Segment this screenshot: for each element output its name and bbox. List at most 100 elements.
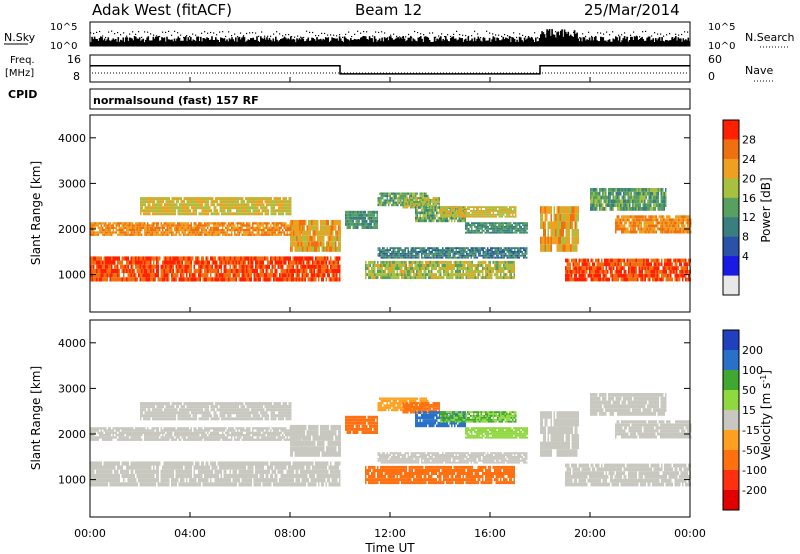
power-cell — [367, 222, 369, 226]
noise-sky-bar — [200, 36, 202, 46]
power-cell — [286, 268, 288, 274]
power-cell — [165, 260, 167, 265]
power-cell — [285, 203, 287, 207]
power-cell — [345, 216, 347, 220]
power-cell — [217, 224, 219, 227]
power-cell — [443, 219, 445, 223]
power-cell — [308, 246, 310, 252]
power-cell — [279, 206, 281, 210]
power-cell — [475, 231, 477, 234]
noise-sky-bar — [643, 40, 646, 46]
noise-sky-bar — [412, 38, 415, 46]
power-cell — [416, 216, 418, 220]
power-cell — [484, 224, 486, 226]
noise-sky-bar — [422, 42, 425, 46]
power-cell — [166, 231, 168, 234]
power-cell — [437, 211, 439, 215]
noise-search-dot — [624, 32, 626, 34]
power-cell — [502, 227, 504, 230]
power-cell — [315, 260, 317, 265]
power-cell — [333, 273, 335, 278]
power-cell — [425, 202, 427, 205]
power-cell — [459, 273, 461, 277]
power-cell — [93, 224, 95, 227]
power-cell — [262, 268, 264, 274]
power-cell — [478, 222, 480, 225]
power-cell — [417, 267, 419, 270]
power-cell — [376, 210, 378, 214]
power-cell — [418, 216, 420, 220]
power-cell — [297, 260, 299, 265]
power-cell — [147, 256, 149, 261]
power-cell — [498, 208, 500, 210]
power-cell — [494, 273, 496, 277]
power-cell — [468, 208, 470, 210]
power-cell — [188, 212, 190, 216]
power-cell — [309, 241, 311, 247]
power-cell — [397, 201, 399, 204]
power-cell — [331, 268, 333, 274]
noise-sky-bar — [641, 37, 643, 46]
power-cell — [267, 197, 269, 201]
power-cell — [228, 212, 230, 216]
power-cell — [411, 197, 413, 199]
power-cell — [155, 209, 157, 213]
noise-sky-bar — [566, 33, 568, 46]
noise-sky-bar — [602, 37, 605, 46]
noise-sky-bar — [441, 40, 443, 46]
power-cell — [522, 224, 524, 226]
power-cell — [144, 209, 146, 213]
power-cell — [407, 249, 409, 251]
power-cell — [209, 209, 211, 213]
power-cell — [90, 277, 92, 282]
power-cell — [301, 277, 303, 282]
power-cell — [111, 268, 113, 274]
power-cell — [135, 222, 137, 225]
power-cell — [249, 200, 251, 204]
power-cell — [144, 224, 146, 227]
noise-sky-bar — [661, 37, 663, 46]
power-cell — [273, 256, 275, 261]
power-cell — [318, 256, 320, 261]
noise-sky-bar — [525, 39, 527, 46]
power-cell — [463, 219, 465, 223]
power-cell — [202, 273, 204, 278]
power-cell — [102, 222, 104, 225]
power-cell — [371, 273, 373, 277]
power-cell — [498, 270, 500, 273]
power-cell — [492, 222, 494, 225]
power-cell — [266, 212, 268, 216]
power-cell — [435, 273, 437, 277]
power-cell — [414, 199, 416, 201]
power-cell — [274, 256, 276, 261]
power-cell — [303, 230, 305, 236]
power-cell — [454, 219, 456, 223]
power-cell — [153, 209, 155, 213]
power-cell — [331, 277, 333, 282]
power-cell — [190, 224, 192, 227]
power-cell — [213, 231, 215, 234]
power-cell — [410, 273, 412, 277]
power-cell — [198, 197, 200, 201]
power-cell — [497, 264, 499, 267]
power-cell — [238, 256, 240, 261]
power-cell — [275, 203, 277, 207]
power-cell — [114, 222, 116, 225]
power-cell — [381, 267, 383, 270]
power-cell — [371, 270, 373, 273]
noise-sky-bar — [172, 41, 175, 46]
power-cell — [300, 219, 302, 226]
power-cell — [97, 260, 99, 265]
noise-sky-bar — [617, 40, 620, 46]
power-cell — [437, 254, 439, 257]
power-cell — [171, 260, 173, 265]
power-cell — [440, 208, 442, 210]
noise-sky-bar — [95, 38, 97, 46]
noise-search-dot — [450, 35, 452, 38]
power-cell — [315, 256, 317, 261]
noise-sky-bar — [320, 38, 322, 46]
power-cell — [498, 213, 500, 216]
noise-sky-bar — [267, 39, 270, 46]
power-cell — [221, 206, 223, 210]
power-cell — [464, 211, 466, 215]
